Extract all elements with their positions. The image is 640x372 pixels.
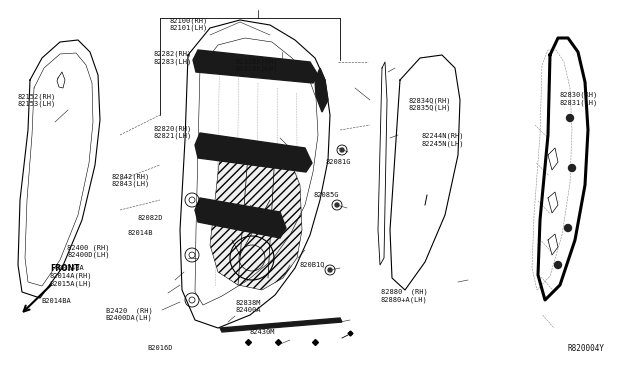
Text: 82014B: 82014B [128, 230, 154, 235]
Text: 820B1Q: 820B1Q [300, 261, 325, 267]
Text: 82834Q(RH)
82835Q(LH): 82834Q(RH) 82835Q(LH) [408, 97, 451, 111]
Text: 82880  (RH)
82880+A(LH): 82880 (RH) 82880+A(LH) [381, 289, 428, 303]
Text: 82830(RH)
82831(LH): 82830(RH) 82831(LH) [560, 92, 598, 106]
Text: 82282(RH)
82283(LH): 82282(RH) 82283(LH) [154, 51, 192, 65]
Text: 82842(RH)
82843(LH): 82842(RH) 82843(LH) [112, 173, 150, 187]
Text: 82014BA: 82014BA [54, 265, 84, 271]
Text: 82318X(RH)
82319X(LH): 82318X(RH) 82319X(LH) [236, 58, 278, 72]
Polygon shape [195, 198, 286, 238]
Text: 82244N(RH)
82245N(LH): 82244N(RH) 82245N(LH) [421, 132, 463, 147]
Text: 82085G: 82085G [314, 192, 339, 198]
Polygon shape [210, 145, 302, 290]
Polygon shape [195, 133, 312, 172]
Text: 82081G: 82081G [325, 159, 351, 165]
Text: 82014A(RH)
82015A(LH): 82014A(RH) 82015A(LH) [49, 273, 92, 287]
Text: B2014BA: B2014BA [42, 298, 71, 304]
Text: 82838M
82400A: 82838M 82400A [236, 301, 261, 313]
Circle shape [340, 148, 344, 152]
Text: FRONT: FRONT [50, 264, 79, 273]
Polygon shape [220, 318, 342, 332]
Polygon shape [193, 50, 318, 83]
Text: 82100(RH)
82101(LH): 82100(RH) 82101(LH) [170, 17, 208, 31]
Text: 82082D: 82082D [138, 215, 163, 221]
Text: B2016D: B2016D [147, 345, 173, 351]
Text: 82820(RH)
82821(LH): 82820(RH) 82821(LH) [154, 125, 192, 139]
Circle shape [564, 224, 572, 231]
Polygon shape [315, 68, 328, 112]
Circle shape [566, 115, 573, 122]
Text: 82430M: 82430M [250, 329, 275, 335]
Circle shape [568, 164, 575, 171]
Circle shape [328, 268, 332, 272]
Circle shape [335, 203, 339, 207]
Text: B2420  (RH)
B2400DA(LH): B2420 (RH) B2400DA(LH) [106, 307, 152, 321]
Text: 82152(RH)
82153(LH): 82152(RH) 82153(LH) [18, 93, 56, 108]
Text: 82400 (RH)
82400D(LH): 82400 (RH) 82400D(LH) [67, 244, 109, 258]
Circle shape [554, 262, 561, 269]
Text: R820004Y: R820004Y [568, 344, 605, 353]
